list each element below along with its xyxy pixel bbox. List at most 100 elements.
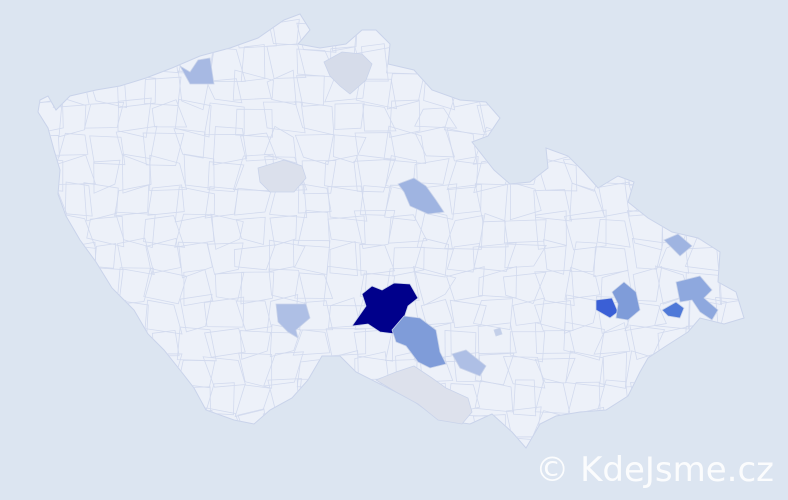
district	[535, 156, 578, 192]
district	[509, 181, 542, 221]
district	[91, 15, 122, 55]
district	[117, 97, 152, 138]
district	[444, 214, 484, 250]
district	[658, 356, 693, 391]
district	[144, 299, 183, 335]
district	[86, 215, 125, 248]
district	[604, 75, 633, 105]
district	[83, 182, 119, 222]
highlighted-district[interactable]	[397, 177, 445, 215]
district	[721, 18, 744, 52]
highlighted-district[interactable]	[375, 365, 473, 425]
district	[53, 388, 97, 416]
district	[625, 71, 663, 108]
district	[174, 186, 215, 223]
district	[655, 158, 694, 187]
district	[569, 106, 601, 139]
district	[143, 215, 186, 248]
district	[534, 41, 576, 82]
highlighted-district[interactable]	[257, 159, 307, 193]
district	[57, 356, 88, 387]
district	[537, 18, 570, 54]
district	[508, 14, 543, 44]
district	[174, 410, 217, 439]
district	[683, 78, 728, 107]
district	[472, 242, 517, 272]
district	[87, 323, 117, 362]
highlighted-district[interactable]	[275, 303, 311, 339]
district	[85, 380, 126, 415]
district	[301, 160, 337, 195]
district	[386, 73, 425, 110]
district	[634, 406, 662, 444]
highlighted-district[interactable]	[493, 327, 503, 337]
highlighted-district[interactable]	[675, 275, 719, 321]
district	[355, 78, 398, 110]
district	[692, 354, 718, 387]
district	[721, 70, 744, 110]
district	[629, 324, 666, 360]
district	[183, 153, 215, 190]
district	[240, 44, 266, 83]
district	[477, 436, 515, 448]
district	[449, 299, 487, 329]
district	[563, 17, 598, 54]
district	[179, 293, 213, 333]
district	[89, 135, 126, 166]
district	[749, 408, 785, 438]
district	[144, 16, 182, 52]
district	[449, 43, 481, 77]
district	[625, 100, 657, 131]
district	[413, 158, 450, 185]
district	[683, 99, 723, 138]
district	[334, 102, 365, 130]
district	[117, 237, 155, 276]
highlighted-district[interactable]	[595, 297, 619, 319]
district	[328, 297, 361, 329]
district	[717, 161, 744, 194]
district	[327, 185, 368, 222]
district	[602, 105, 634, 136]
district	[56, 132, 89, 165]
highlighted-district[interactable]	[661, 301, 685, 319]
district	[631, 237, 664, 270]
district	[143, 268, 188, 305]
highlighted-district[interactable]	[323, 51, 373, 95]
district	[84, 101, 125, 129]
district	[38, 354, 65, 388]
highlighted-district[interactable]	[178, 57, 215, 85]
district	[629, 18, 663, 51]
district	[745, 354, 785, 382]
highlighted-districts	[178, 51, 719, 425]
district	[92, 434, 128, 448]
district	[446, 242, 481, 273]
highlighted-district[interactable]	[663, 233, 693, 257]
district	[176, 326, 217, 362]
highlighted-district[interactable]	[391, 315, 447, 369]
district	[538, 99, 568, 139]
watermark: © KdeJsme.cz	[535, 450, 774, 490]
district	[413, 440, 458, 448]
district	[145, 237, 182, 274]
district	[239, 330, 272, 360]
district	[210, 213, 244, 250]
district	[722, 104, 744, 130]
district	[599, 351, 628, 389]
district	[208, 18, 245, 46]
district	[86, 349, 116, 382]
district	[112, 352, 157, 390]
district	[125, 378, 156, 417]
district	[509, 331, 546, 363]
district	[305, 409, 332, 445]
district	[720, 239, 744, 274]
district	[569, 182, 606, 220]
district	[446, 156, 479, 191]
highlighted-district[interactable]	[611, 281, 641, 321]
highlighted-district[interactable]	[451, 349, 487, 377]
district	[142, 132, 185, 166]
district	[235, 300, 272, 331]
district	[38, 295, 64, 334]
district	[292, 442, 333, 448]
district	[686, 47, 726, 80]
district	[263, 351, 304, 387]
